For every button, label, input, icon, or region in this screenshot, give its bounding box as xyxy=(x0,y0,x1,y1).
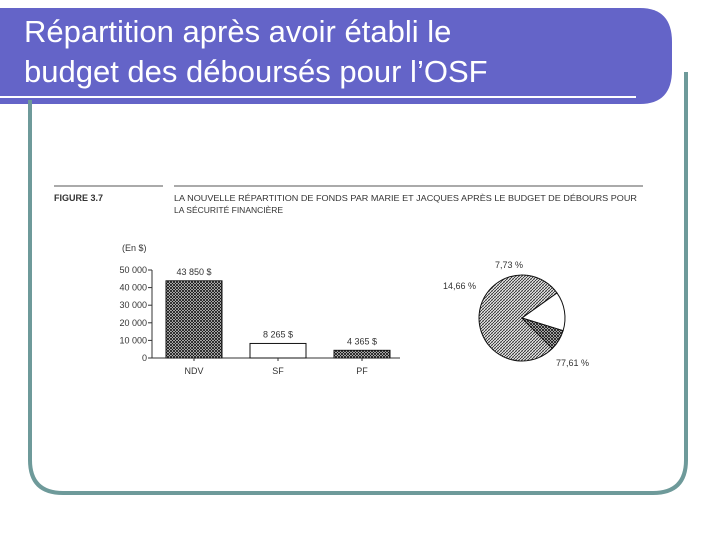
bar-y-tick-label: 40 000 xyxy=(119,283,147,293)
bar-y-tick-label: 0 xyxy=(142,353,147,363)
pie-chart: 77,61 % 14,66 % 7,73 % xyxy=(443,260,589,368)
bar-pf xyxy=(333,349,391,359)
bar-ndv xyxy=(165,280,223,359)
pie-slice xyxy=(478,274,558,362)
bar-category-label: PF xyxy=(356,366,368,376)
bar-data-label: 43 850 $ xyxy=(176,267,211,277)
bar-category-label: NDV xyxy=(184,366,203,376)
bar-y-tick-label: 10 000 xyxy=(119,335,147,345)
bar-y-axis-label: (En $) xyxy=(122,243,147,253)
bar-chart: (En $) 0 10 000 20 000 30 000 40 000 50 000 43 … xyxy=(119,243,400,376)
figure-label: FIGURE 3.7 xyxy=(54,193,103,203)
title-band xyxy=(0,8,672,104)
bar-data-label: 4 365 $ xyxy=(347,336,377,346)
pie-slice xyxy=(521,317,564,350)
slide-content-border xyxy=(28,72,688,495)
pie-slice-label: 14,66 % xyxy=(443,281,476,291)
slide-title-line-1: Répartition après avoir établi le xyxy=(24,14,452,49)
pie-slice-label: 7,73 % xyxy=(495,260,523,270)
bar-y-tick-label: 50 000 xyxy=(119,265,147,275)
bar-y-tick-label: 20 000 xyxy=(119,318,147,328)
figure-caption-line-2: LA SÉCURITÉ FINANCIÈRE xyxy=(174,205,283,215)
pie-slice-label: 77,61 % xyxy=(556,358,589,368)
bar-sf xyxy=(249,342,307,359)
bar-y-tick-label: 30 000 xyxy=(119,300,147,310)
bar-category-label: SF xyxy=(272,366,284,376)
slide-title: Répartition après avoir établi le budget… xyxy=(24,12,644,92)
figure-caption-line-1: LA NOUVELLE RÉPARTITION DE FONDS PAR MAR… xyxy=(174,193,637,203)
bar-data-label: 8 265 $ xyxy=(263,329,293,339)
slide-title-line-2: budget des déboursés pour l’OSF xyxy=(24,54,488,89)
